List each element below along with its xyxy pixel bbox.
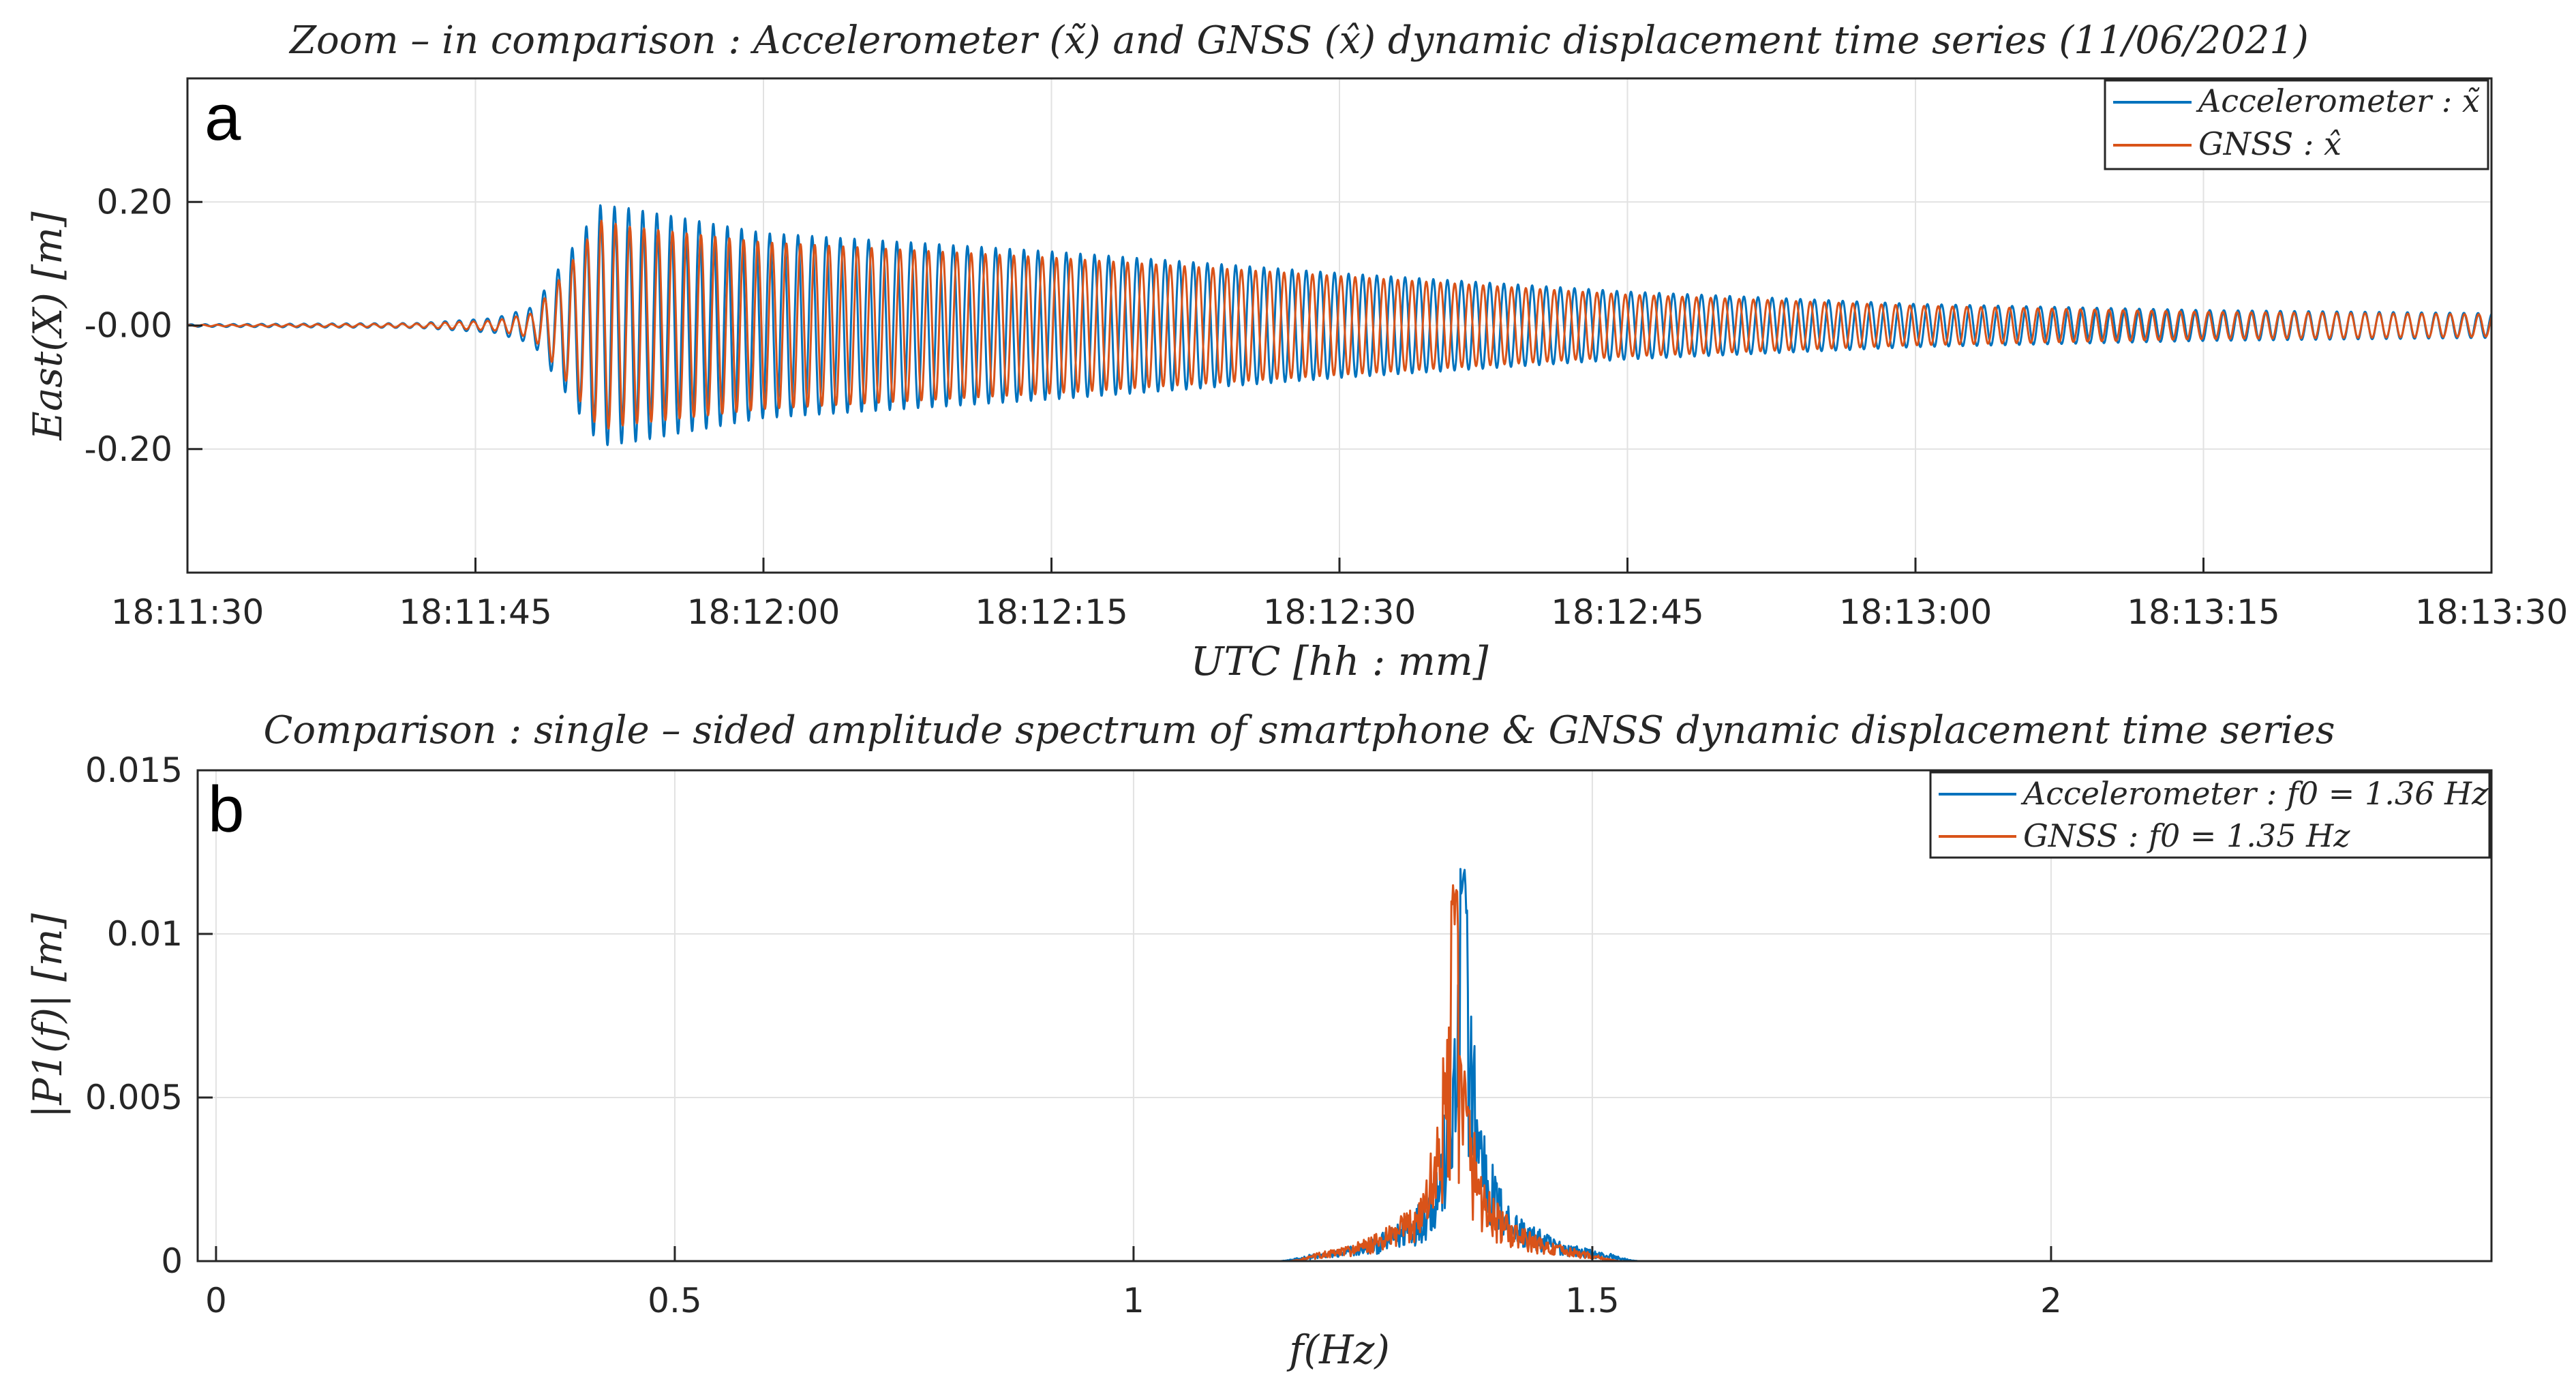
panel-b-y-tick-label: 0.01 — [107, 914, 183, 954]
panel-a-y-tick-label: -0.00 — [85, 306, 172, 346]
panel-b-y-axis-label: |P1(f)| [m] — [25, 913, 71, 1118]
legend-label-accelerometer-spectrum: Accelerometer : f0 = 1.36 Hz — [2020, 775, 2489, 812]
panel-b-letter: b — [208, 773, 244, 846]
panel-a-y-axis-label: East(X) [m] — [25, 211, 71, 441]
panel-a-x-tick-label: 18:13:00 — [1839, 592, 1992, 632]
panel-a-x-tick-label: 18:11:45 — [399, 592, 552, 632]
panel-b-axes-box — [196, 769, 2493, 1262]
panel-a-x-tick-label: 18:12:45 — [1551, 592, 1704, 632]
panel-b-x-axis-label: f(Hz) — [1286, 1327, 1390, 1373]
panel-b-legend-box — [1929, 771, 2491, 859]
panel-a-x-axis-label: UTC [hh : mm] — [1191, 638, 1489, 684]
panel-a-y-ticks: -0.20 -0.00 0.20 — [85, 182, 202, 469]
panel-b-y-tick-label: 0 — [161, 1241, 183, 1281]
panel-a-legend-box — [2104, 79, 2489, 170]
panel-a-legend: Accelerometer : x̃ GNSS : x̂ — [2104, 79, 2489, 170]
panel-a-y-tick-label: 0.20 — [97, 182, 172, 222]
panel-b-legend: Accelerometer : f0 = 1.36 Hz GNSS : f0 =… — [1929, 771, 2491, 859]
legend-label-accelerometer: Accelerometer : x̃ — [2196, 82, 2480, 119]
panel-a-displacement-plot: Zoom – in comparison : Accelerometer (x̃… — [25, 18, 2568, 684]
panel-b-x-tick-label: 1 — [1123, 1281, 1145, 1320]
panel-b-x-tick-label: 0.5 — [648, 1281, 702, 1320]
panel-a-title: Zoom – in comparison : Accelerometer (x̃… — [288, 18, 2309, 63]
legend-label-gnss: GNSS : x̂ — [2198, 125, 2342, 162]
panel-b-x-tick-label: 2 — [2040, 1281, 2062, 1320]
panel-a-letter: a — [204, 81, 241, 154]
panel-b-y-ticks: 0 0.005 0.01 0.015 — [85, 751, 213, 1281]
panel-a-series-line-gnss — [187, 220, 2493, 429]
panel-a-x-tick-label: 18:12:30 — [1263, 592, 1416, 632]
panel-a-x-tick-label: 18:12:15 — [975, 592, 1128, 632]
panel-a-x-tick-label: 18:11:30 — [111, 592, 264, 632]
panel-a-x-tick-label: 18:12:00 — [687, 592, 840, 632]
panel-b-y-tick-label: 0.005 — [85, 1078, 183, 1117]
panel-b-spectrum-plot: Comparison : single – sided amplitude sp… — [25, 708, 2493, 1373]
panel-b-x-tick-label: 1.5 — [1565, 1281, 1620, 1320]
panel-a-x-tick-label: 18:13:30 — [2415, 592, 2569, 632]
panel-b-y-tick-label: 0.015 — [85, 751, 183, 790]
panel-a-series — [187, 204, 2493, 447]
panel-a-x-ticks: 18:11:30 18:11:45 18:12:00 18:12:15 18:12:30… — [111, 558, 2569, 632]
panel-b-x-ticks: 0 0.5 1 1.5 2 — [205, 1246, 2062, 1320]
panel-a-x-tick-label: 18:13:15 — [2127, 592, 2280, 632]
legend-label-gnss-spectrum: GNSS : f0 = 1.35 Hz — [2023, 817, 2350, 854]
panel-a-y-tick-label: -0.20 — [85, 429, 172, 469]
panel-a-series-line-accelerometer — [187, 204, 2493, 447]
panel-b-title: Comparison : single – sided amplitude sp… — [264, 708, 2335, 753]
panel-b-x-tick-label: 0 — [205, 1281, 227, 1320]
